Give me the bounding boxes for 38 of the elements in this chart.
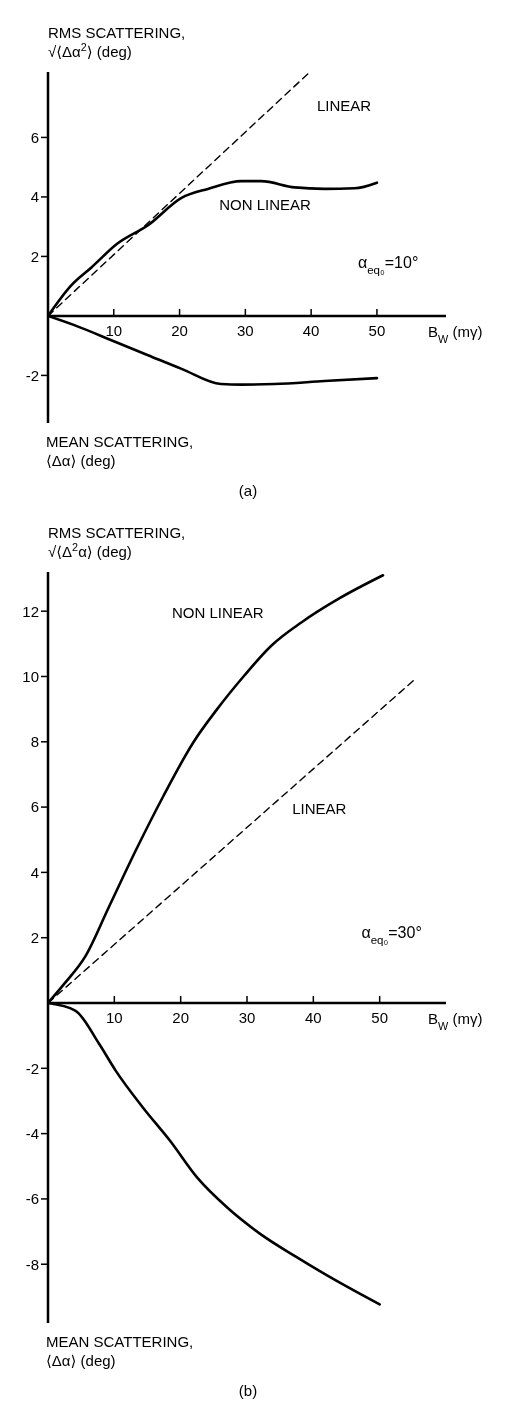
series-label: NON LINEAR (219, 196, 312, 214)
y-tick-label: 2 (30, 929, 39, 947)
x-tick-label: 10 (105, 1009, 123, 1027)
y-tick-label: 12 (22, 602, 39, 620)
x-tick-label: 40 (304, 1009, 322, 1027)
y-tick-label: 6 (30, 128, 39, 146)
y-axis-title: RMS SCATTERING, √⟨Δα$^{2}$⟩ (deg) (48, 24, 186, 60)
y-tick-label: 4 (30, 863, 39, 881)
x-tick-label: 20 (172, 1009, 190, 1027)
text: (b) (238, 1382, 258, 1399)
y-axis-title: RMS SCATTERING, √⟨Δ$^{2}$α⟩ (deg) (48, 524, 186, 560)
y-tick-label: -6 (25, 1190, 39, 1208)
x-axis-title: B$_{W}$ (mγ) (428, 1010, 483, 1033)
x-tick-label: 50 (368, 321, 386, 339)
y-tick-label: 4 (30, 188, 39, 206)
x-tick-label: 50 (371, 1009, 389, 1027)
x-tick-label: 40 (302, 321, 320, 339)
series-label: LINEAR (316, 96, 372, 114)
y-tick-label: -2 (25, 1059, 39, 1077)
y-tick-label: 10 (22, 667, 39, 685)
y-tick-label: 2 (30, 247, 39, 265)
text: MEAN SCATTERING, ⟨Δα⟩ (deg) (46, 433, 194, 469)
x-axis-title: B$_{W}$ (mγ) (428, 322, 483, 345)
y-tick-label: 6 (30, 798, 39, 816)
x-tick-label: 10 (105, 321, 123, 339)
x-tick-label: 20 (171, 321, 188, 339)
y-tick-label: 8 (30, 733, 39, 751)
annotation: α$_{eq₀}$=10° (357, 254, 419, 277)
y-tick-label: -4 (25, 1124, 39, 1142)
x-tick-label: 30 (237, 321, 254, 339)
x-tick-label: 30 (238, 1009, 256, 1027)
y-tick-label: -8 (25, 1255, 39, 1273)
annotation: α$_{eq₀}$=30° (361, 923, 422, 946)
series-label: LINEAR (292, 799, 347, 817)
text: (a) (238, 482, 258, 499)
text: MEAN SCATTERING, ⟨Δα⟩ (deg) (46, 1333, 194, 1369)
y-tick-label: -2 (25, 366, 39, 384)
series-label: NON LINEAR (171, 603, 264, 621)
